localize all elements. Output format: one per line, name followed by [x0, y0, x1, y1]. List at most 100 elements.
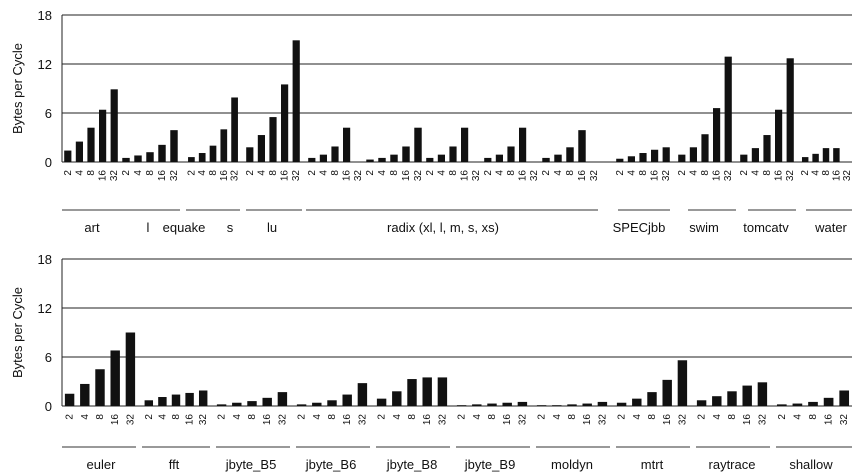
- bar: [678, 154, 686, 162]
- x-tick-label: 2: [307, 170, 318, 176]
- x-tick-label: 8: [821, 170, 832, 176]
- y-tick-label: 6: [45, 106, 52, 121]
- bar: [146, 152, 154, 162]
- x-tick-label: 8: [487, 414, 498, 420]
- x-tick-label: 8: [727, 414, 738, 420]
- x-tick-label: 16: [422, 414, 433, 426]
- bar: [567, 404, 577, 406]
- x-tick-label: 8: [638, 170, 649, 176]
- bar: [582, 403, 592, 406]
- bar: [616, 158, 624, 162]
- x-tick-label: 16: [742, 414, 753, 426]
- group-label: shallow: [789, 457, 833, 472]
- x-tick-label: 16: [650, 170, 661, 182]
- x-tick-label: 4: [472, 414, 483, 420]
- bar: [808, 401, 818, 406]
- bar: [220, 129, 228, 162]
- bar: [639, 153, 647, 162]
- bar: [597, 401, 608, 406]
- bar: [578, 130, 586, 162]
- bar: [232, 402, 242, 406]
- x-tick-label: 32: [661, 170, 672, 182]
- bar: [536, 405, 547, 406]
- bar: [269, 117, 277, 162]
- x-tick-label: 2: [617, 414, 628, 420]
- bar: [198, 390, 208, 406]
- x-tick-label: 16: [185, 414, 196, 426]
- bar: [312, 402, 322, 406]
- x-tick-label: 16: [401, 170, 412, 182]
- group-label: mtrt: [641, 457, 664, 472]
- bar: [776, 404, 787, 406]
- x-tick-label: 32: [529, 170, 540, 182]
- x-tick-label: 32: [597, 414, 608, 426]
- x-tick-label: 8: [647, 414, 658, 420]
- bar: [246, 147, 254, 162]
- bar: [426, 157, 434, 162]
- x-tick-label: 2: [677, 170, 688, 176]
- y-tick-label: 0: [45, 399, 52, 414]
- bar: [822, 148, 830, 162]
- bar: [75, 141, 83, 162]
- x-tick-label: 32: [471, 170, 482, 182]
- group-label: tomcatv: [743, 220, 789, 235]
- bar: [712, 396, 722, 406]
- bar: [87, 127, 95, 162]
- x-tick-label: 32: [291, 170, 302, 182]
- x-tick-label: 16: [342, 414, 353, 426]
- x-tick-label: 32: [589, 170, 600, 182]
- bar: [402, 146, 410, 162]
- x-tick-label: 4: [133, 170, 144, 176]
- bar: [839, 390, 850, 406]
- bar: [677, 360, 688, 406]
- bar: [786, 58, 794, 162]
- bar: [64, 150, 72, 162]
- group-label: l: [147, 220, 150, 235]
- x-tick-label: 4: [377, 170, 388, 176]
- x-tick-label: 32: [169, 170, 180, 182]
- bar: [292, 40, 300, 162]
- bar: [122, 157, 130, 162]
- bar: [376, 398, 387, 406]
- bar: [342, 394, 352, 406]
- bar: [188, 157, 195, 162]
- bar: [632, 398, 642, 406]
- x-tick-label: 8: [86, 170, 97, 176]
- x-tick-label: 16: [577, 170, 588, 182]
- bar: [343, 127, 351, 162]
- group-label: s: [227, 220, 234, 235]
- x-tick-label: 2: [377, 414, 388, 420]
- bar: [262, 397, 272, 406]
- x-tick-label: 2: [800, 170, 811, 176]
- x-tick-label: 8: [95, 414, 106, 420]
- x-tick-label: 8: [808, 414, 819, 420]
- y-tick-label: 18: [38, 8, 52, 23]
- x-tick-label: 2: [217, 414, 228, 420]
- bar: [801, 157, 809, 162]
- x-tick-label: 4: [392, 414, 403, 420]
- x-tick-label: 8: [506, 170, 517, 176]
- x-tick-label: 16: [502, 414, 513, 426]
- bar: [662, 379, 672, 406]
- bar: [296, 404, 307, 406]
- y-axis-label: Bytes per Cycle: [10, 43, 25, 134]
- x-tick-label: 32: [277, 414, 288, 426]
- bar: [319, 154, 327, 162]
- bar: [171, 394, 181, 406]
- x-tick-label: 8: [762, 170, 773, 176]
- x-tick-label: 2: [186, 170, 197, 176]
- x-tick-label: 16: [662, 414, 673, 426]
- bar: [158, 397, 167, 406]
- x-tick-label: 8: [268, 170, 279, 176]
- x-tick-label: 4: [792, 414, 803, 420]
- bar: [407, 379, 417, 406]
- bar: [422, 377, 432, 406]
- bar: [651, 149, 659, 162]
- x-tick-label: 8: [407, 414, 418, 420]
- bar: [99, 109, 107, 162]
- x-tick-label: 4: [318, 170, 329, 176]
- x-tick-label: 8: [330, 170, 341, 176]
- x-tick-label: 16: [824, 414, 835, 426]
- bar: [757, 382, 768, 406]
- x-tick-label: 16: [98, 170, 109, 182]
